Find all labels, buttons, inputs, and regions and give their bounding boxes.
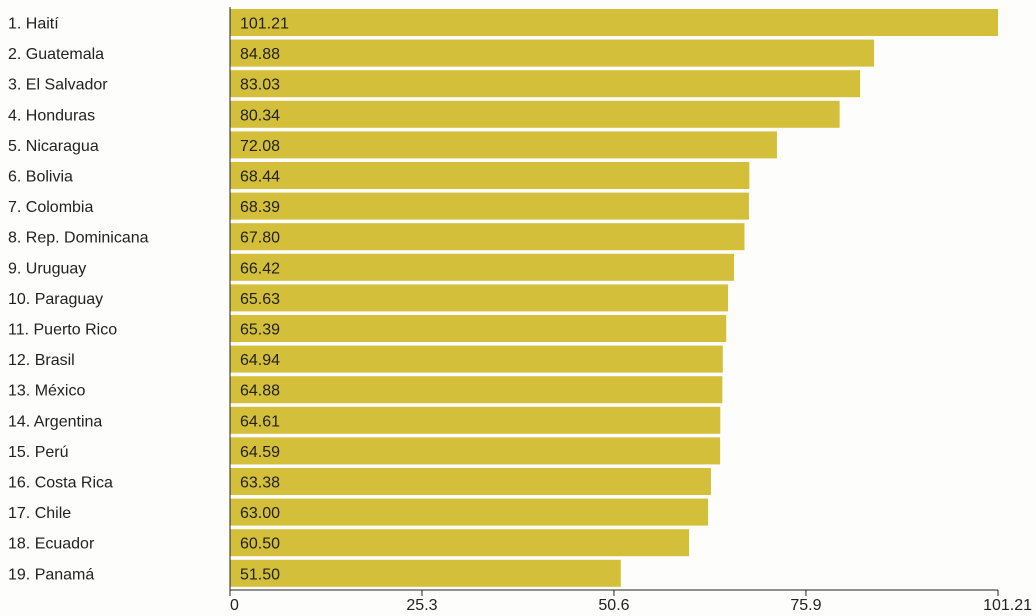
category-label: 13. México bbox=[8, 383, 85, 400]
bar bbox=[230, 39, 875, 67]
value-label: 68.44 bbox=[240, 169, 280, 186]
bar bbox=[230, 315, 727, 342]
x-tick-label: 101.21 bbox=[983, 597, 1032, 614]
value-label: 68.39 bbox=[240, 199, 280, 216]
bar bbox=[230, 529, 690, 557]
bar bbox=[230, 162, 750, 189]
bar bbox=[230, 345, 723, 373]
category-label: 1. Haití bbox=[8, 16, 59, 33]
category-label: 9. Uruguay bbox=[8, 260, 86, 277]
category-label: 16. Costa Rica bbox=[8, 475, 113, 492]
category-label: 7. Colombia bbox=[8, 199, 93, 216]
category-label: 10. Paraguay bbox=[8, 291, 103, 308]
value-label: 51.50 bbox=[240, 566, 280, 583]
bar bbox=[230, 406, 721, 434]
category-label: 19. Panamá bbox=[8, 566, 94, 583]
bar bbox=[230, 9, 998, 36]
value-label: 84.88 bbox=[240, 46, 280, 63]
value-label: 64.61 bbox=[240, 413, 280, 430]
bar bbox=[230, 223, 745, 251]
x-tick-label: 0 bbox=[230, 597, 239, 614]
value-label: 67.80 bbox=[240, 230, 280, 247]
bar bbox=[230, 131, 777, 159]
category-label: 15. Perú bbox=[8, 444, 68, 461]
category-label: 11. Puerto Rico bbox=[8, 322, 117, 339]
value-label: 63.00 bbox=[240, 505, 280, 522]
category-label: 12. Brasil bbox=[8, 352, 75, 369]
bar bbox=[230, 498, 709, 526]
value-label: 64.94 bbox=[240, 352, 280, 369]
category-label: 5. Nicaragua bbox=[8, 138, 99, 155]
value-label: 66.42 bbox=[240, 260, 280, 277]
value-label: 63.38 bbox=[240, 475, 280, 492]
bar bbox=[230, 376, 723, 404]
category-label: 18. Ecuador bbox=[8, 536, 95, 553]
bar bbox=[230, 284, 729, 312]
x-tick-label: 25.3 bbox=[406, 597, 437, 614]
x-tick-label: 50.6 bbox=[598, 597, 629, 614]
value-label: 72.08 bbox=[240, 138, 280, 155]
bar bbox=[230, 253, 735, 281]
bar bbox=[230, 100, 840, 128]
x-tick-label: 75.9 bbox=[790, 597, 821, 614]
category-label: 17. Chile bbox=[8, 505, 71, 522]
bars-group bbox=[230, 9, 998, 587]
value-label: 60.50 bbox=[240, 536, 280, 553]
category-label: 3. El Salvador bbox=[8, 77, 108, 94]
value-label: 64.88 bbox=[240, 383, 280, 400]
category-label: 8. Rep. Dominicana bbox=[8, 230, 149, 247]
value-label: 83.03 bbox=[240, 77, 280, 94]
value-label: 65.39 bbox=[240, 322, 280, 339]
category-labels-group: 1. Haití 2. Guatemala 3. El Salvador 4. Hon… bbox=[8, 16, 149, 584]
value-labels-group: 101.21 84.88 83.03 80.34 72.08 68.44 68.39 67.8… bbox=[240, 16, 289, 584]
value-label: 64.59 bbox=[240, 444, 280, 461]
bar bbox=[230, 468, 711, 495]
value-label: 65.63 bbox=[240, 291, 280, 308]
bar bbox=[230, 559, 621, 587]
category-label: 4. Honduras bbox=[8, 107, 95, 124]
value-label: 101.21 bbox=[240, 16, 289, 33]
category-label: 6. Bolivia bbox=[8, 169, 73, 186]
category-label: 14. Argentina bbox=[8, 413, 102, 430]
bar bbox=[230, 192, 749, 220]
category-label: 2. Guatemala bbox=[8, 46, 104, 63]
bar bbox=[230, 70, 861, 98]
bar bbox=[230, 437, 721, 465]
value-label: 80.34 bbox=[240, 107, 280, 124]
x-axis: 0 25.3 50.6 75.9 101.21 bbox=[229, 7, 1032, 614]
